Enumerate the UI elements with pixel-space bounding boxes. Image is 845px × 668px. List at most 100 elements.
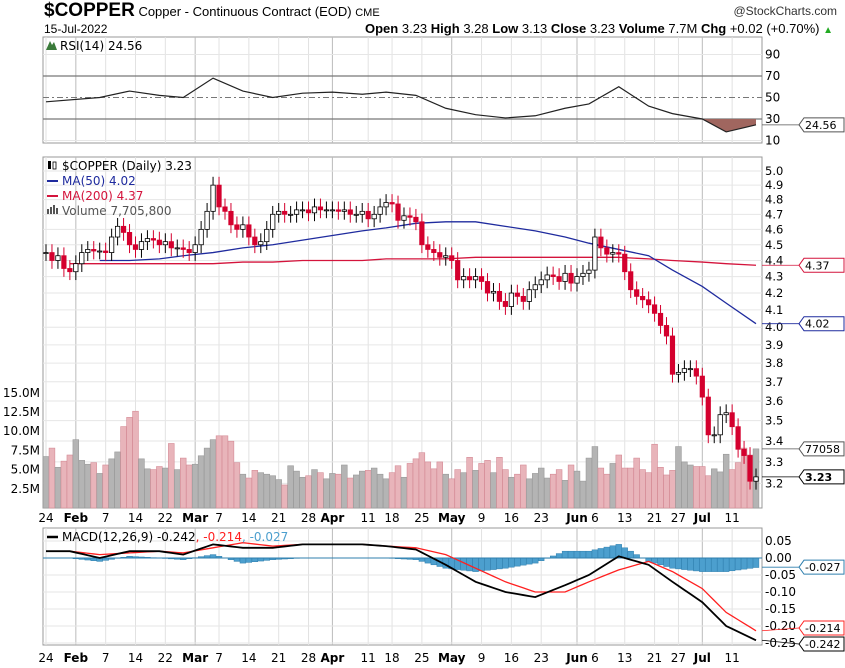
- volume-bar: [215, 435, 223, 509]
- volume-bar: [335, 473, 342, 509]
- macd-histogram-bar: [245, 557, 253, 563]
- volume-bar: [722, 453, 730, 509]
- candle-body: [323, 209, 330, 212]
- volume-bar: [734, 462, 742, 509]
- candle-body: [138, 241, 145, 250]
- x-tick-label: 27: [671, 651, 686, 665]
- macd-histogram-bar: [609, 545, 616, 559]
- volume-bar: [442, 473, 449, 509]
- candle-body: [144, 238, 151, 243]
- price-tick-label: 5.0: [765, 164, 783, 178]
- price-tick-label: 3.8: [765, 356, 783, 370]
- candle-body: [663, 325, 670, 337]
- volume-bar: [150, 469, 157, 509]
- volume-bar: [299, 476, 306, 509]
- x-tick-label: 11: [361, 511, 376, 525]
- macd-tick-label: -0.05: [765, 568, 796, 582]
- volume-bar: [538, 467, 545, 509]
- candle-body: [651, 304, 658, 314]
- candle-body: [431, 249, 437, 253]
- macd-histogram-bar: [478, 557, 485, 572]
- volume-bar: [364, 470, 372, 509]
- x-tick-label: 14: [128, 511, 143, 525]
- candle-body: [389, 202, 395, 205]
- candle-body: [520, 295, 526, 302]
- volume-bar: [460, 472, 467, 509]
- volume-bar: [484, 460, 491, 509]
- macd-histogram-bar: [251, 557, 258, 562]
- volume-bar: [48, 447, 56, 509]
- volume-bar: [185, 464, 193, 509]
- macd-histogram-bar: [699, 557, 706, 572]
- candle-body: [514, 292, 520, 297]
- volume-bar: [168, 443, 175, 509]
- volume-bar: [114, 451, 121, 509]
- volume-bar: [394, 465, 402, 509]
- macd-hist-last-tag: -0.027: [762, 559, 845, 575]
- macd-histogram-bar: [705, 557, 712, 572]
- candle-body: [508, 292, 514, 307]
- candle-body: [562, 272, 568, 282]
- candle-body: [150, 238, 156, 241]
- candle-body: [55, 255, 61, 261]
- x-tick-label: Feb: [64, 511, 89, 525]
- volume-bar: [60, 460, 68, 509]
- volume-bar: [251, 470, 259, 509]
- macd-histogram-bar: [532, 557, 539, 564]
- volume-value: 7.7M: [668, 21, 698, 36]
- candle-body: [449, 255, 455, 261]
- candle-body: [43, 252, 49, 254]
- volume-bar: [496, 457, 503, 509]
- volume-bar: [156, 466, 163, 509]
- macd-histogram-bar: [567, 550, 575, 559]
- ma50-legend: MA(50) 4.02: [62, 174, 136, 188]
- macd-histogram-bar: [520, 557, 527, 566]
- candle-body: [85, 249, 91, 253]
- candle-body: [401, 215, 407, 221]
- volume-tick-label: 7.5M: [11, 443, 40, 457]
- candle-body: [270, 213, 276, 230]
- volume-bar: [42, 456, 50, 509]
- candle-body: [61, 255, 67, 269]
- candle-body: [371, 213, 377, 220]
- x-tick-label: Jul: [693, 651, 711, 665]
- candle-body: [91, 249, 97, 252]
- volume-tick-label: 15.0M: [3, 386, 40, 400]
- ma200-line: [69, 256, 757, 266]
- volume-bar: [257, 472, 264, 509]
- volume-legend: Volume 7,705,800: [62, 204, 172, 218]
- candle-body: [580, 272, 586, 277]
- volume-bar: [287, 465, 294, 509]
- x-tick-label: Feb: [64, 651, 89, 665]
- candle-body: [490, 290, 497, 294]
- volume-bar: [412, 458, 420, 509]
- x-tick-label: 11: [724, 511, 739, 525]
- rsi-tick-label: 30: [765, 112, 780, 126]
- macd-histogram-bar: [209, 554, 217, 559]
- volume-bar: [543, 477, 551, 509]
- price-tick-label: 4.4: [765, 253, 783, 267]
- x-tick-label: 21: [647, 651, 662, 665]
- value-tag-box: [798, 257, 845, 273]
- volume-bar: [54, 466, 62, 509]
- x-tick-label: 28: [301, 511, 316, 525]
- x-tick-label: 16: [504, 511, 519, 525]
- price-tick-label: 3.9: [765, 338, 783, 352]
- price-tick-label: 4.7: [765, 207, 783, 221]
- rsi-last-tag: 24.56: [762, 117, 845, 133]
- macd-tick-label: 0.00: [765, 551, 792, 565]
- macd-tick-label: -0.10: [765, 585, 796, 599]
- volume-tick-label: 12.5M: [3, 405, 40, 419]
- value-tag-box: [798, 620, 845, 636]
- volume-bar: [132, 410, 139, 509]
- macd-histogram-bar: [746, 557, 754, 569]
- x-tick-label: 18: [384, 511, 399, 525]
- candlestick-icon: [48, 161, 57, 170]
- candle-body: [717, 414, 723, 436]
- value-tag-text: 77058: [805, 443, 840, 456]
- candle-body: [753, 476, 759, 482]
- volume-bar: [275, 479, 282, 509]
- candle-body: [126, 232, 133, 246]
- candle-body: [210, 184, 216, 212]
- x-tick-label: 21: [271, 511, 286, 525]
